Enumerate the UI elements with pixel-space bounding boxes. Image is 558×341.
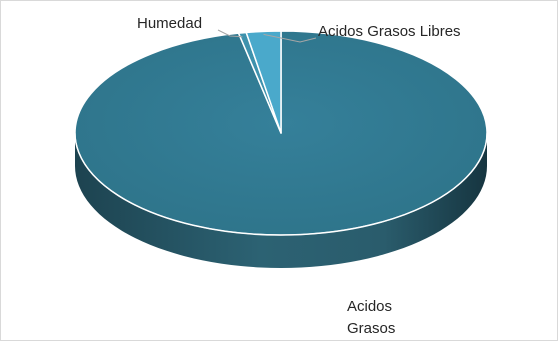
pie-slice-acidos-grasos-libres [245, 30, 282, 134]
pie-side-wall [75, 133, 487, 268]
label-acidos-grasos-libres: Acidos Grasos Libres [318, 23, 461, 40]
label-acidos-grasos-line2: Grasos [347, 320, 395, 337]
pie-side-face [75, 133, 487, 268]
label-humedad: Humedad [137, 15, 202, 32]
leader-line-acidos-grasos-libres [263, 33, 317, 43]
leader-line-humedad [217, 29, 243, 38]
pie-rim [74, 132, 488, 236]
label-acidos-grasos-line1: Acidos [347, 298, 392, 315]
